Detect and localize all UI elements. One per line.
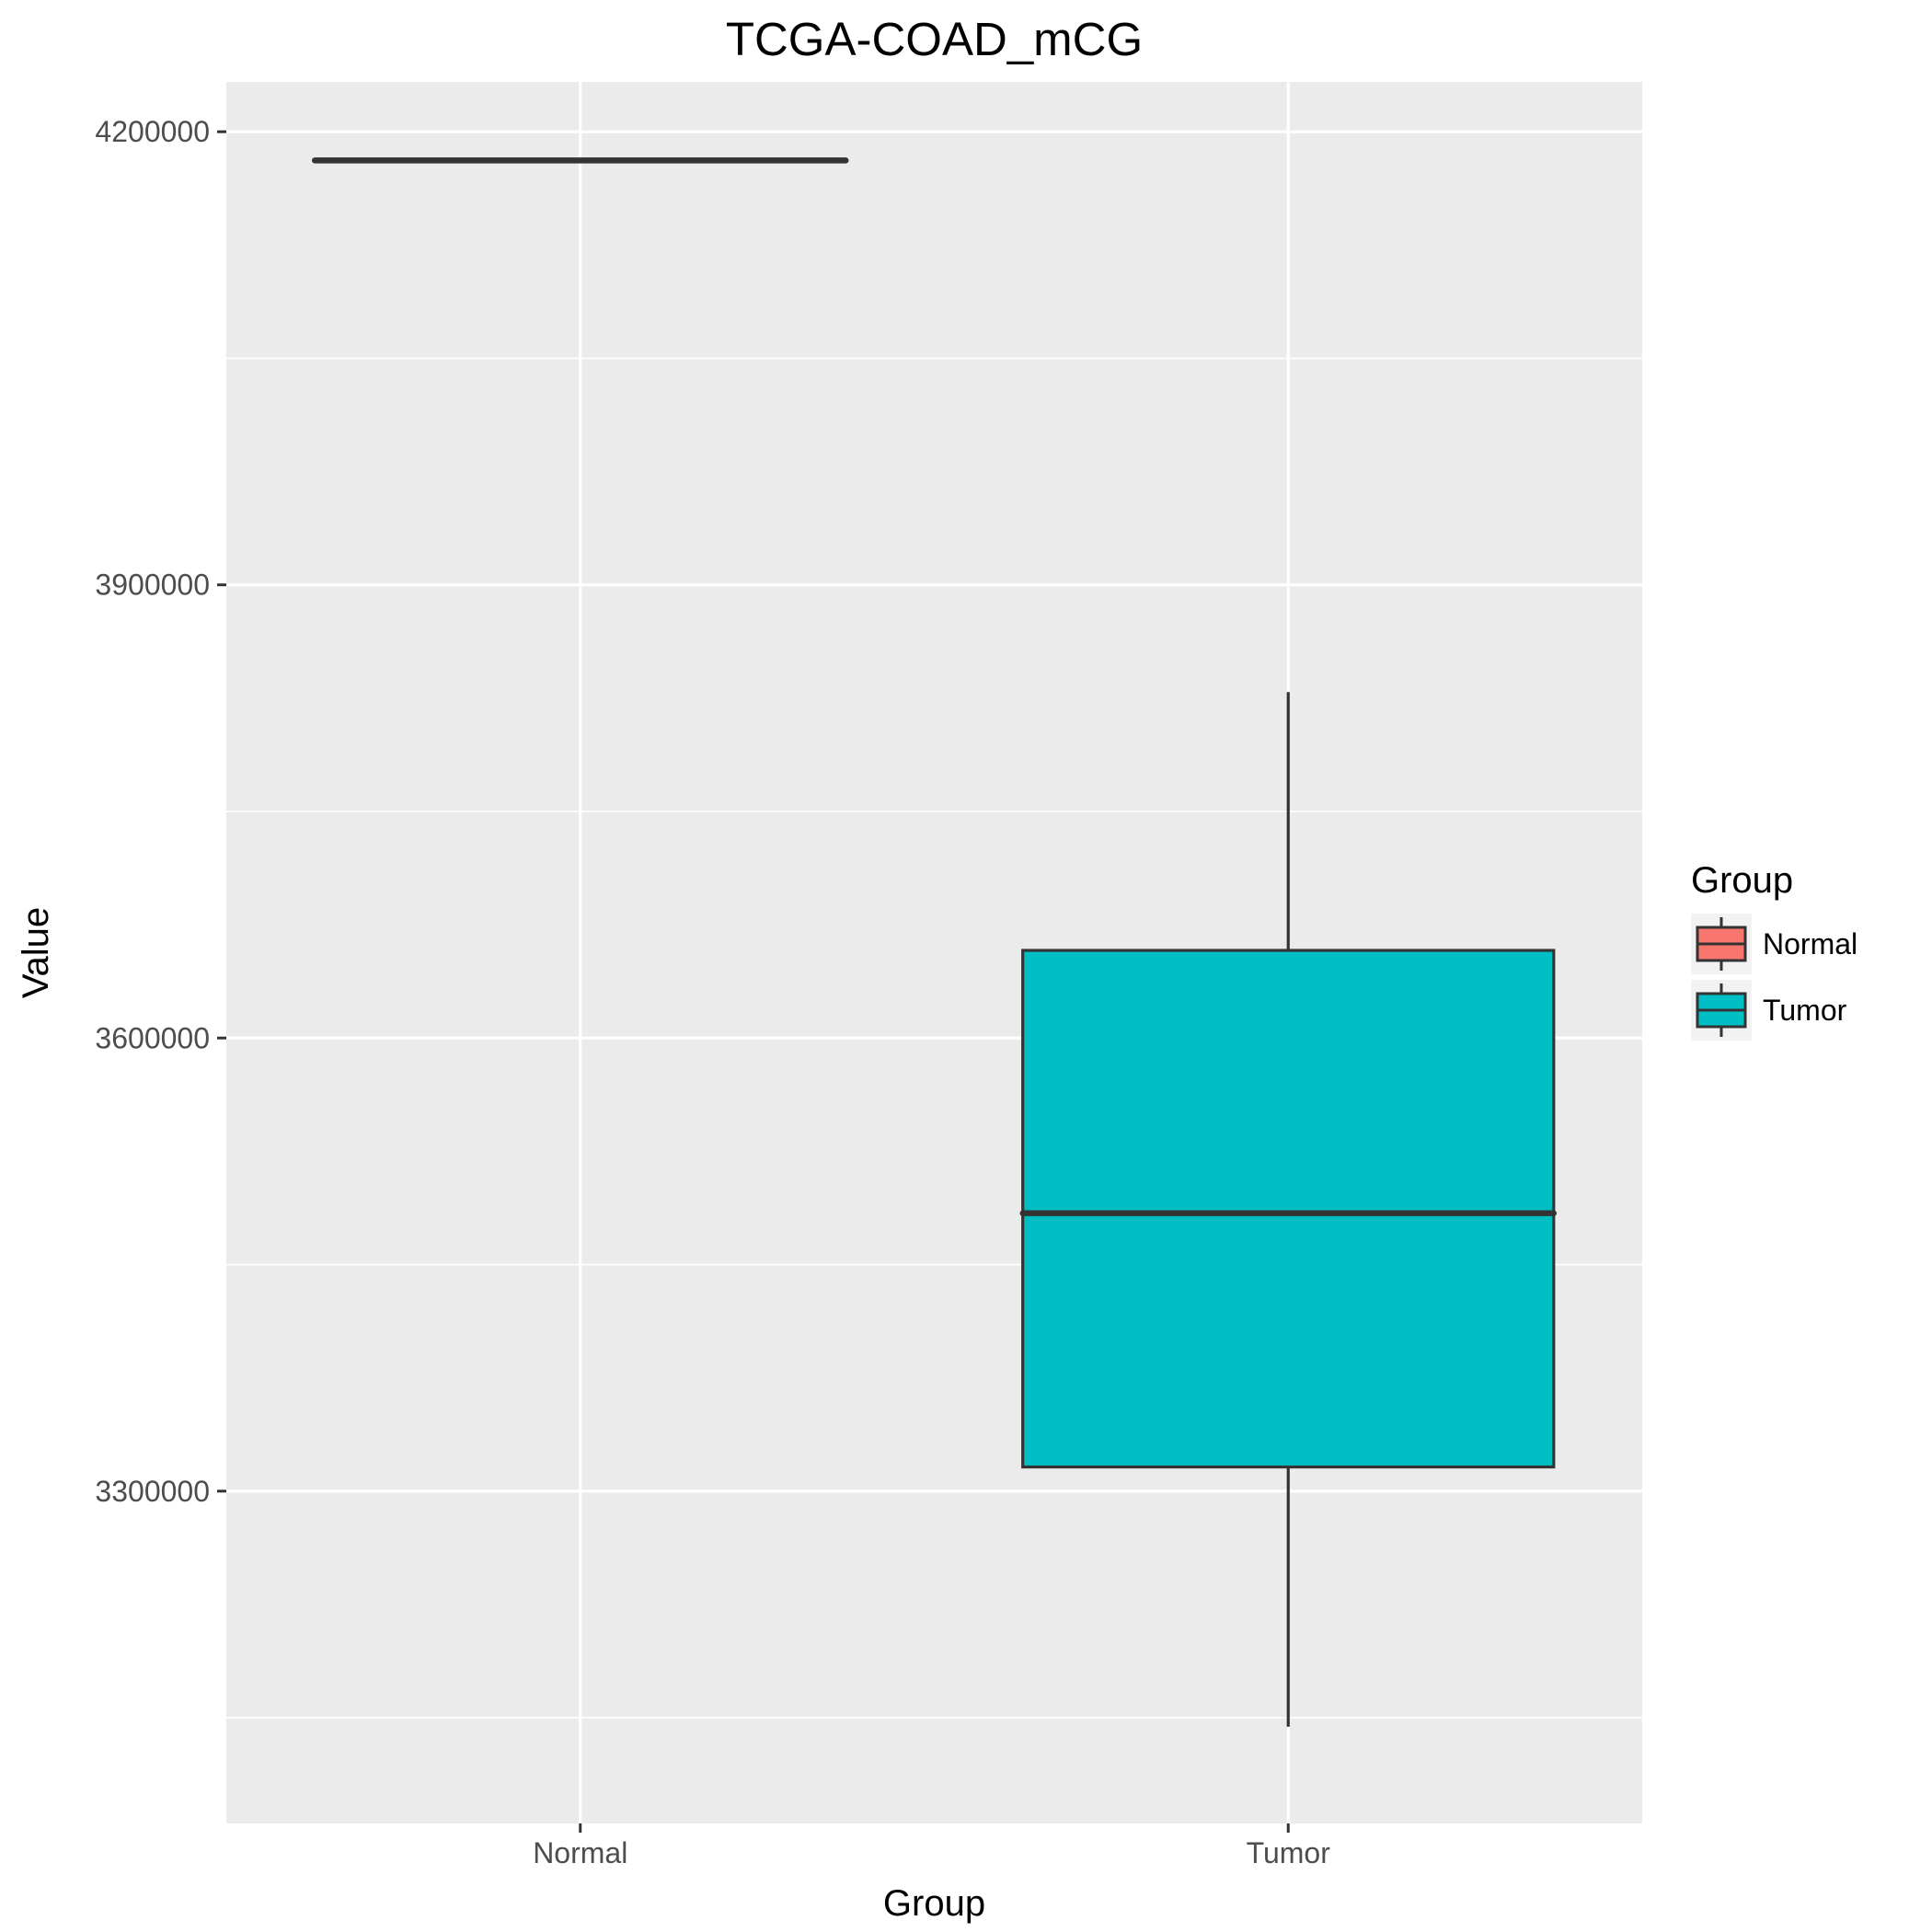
legend-title: Group (1691, 860, 1793, 901)
legend: Group Normal Tumor (1691, 860, 1857, 1041)
y-tick-label: 3900000 (95, 569, 210, 602)
axis-layer: 3300000 3600000 3900000 4200000 Normal Tumor (95, 115, 1330, 1869)
legend-item-normal: Normal (1691, 914, 1857, 974)
y-tick-label: 4200000 (95, 115, 210, 148)
legend-items: Normal Tumor (1691, 914, 1857, 1041)
chart-title: TCGA-COAD_mCG (726, 13, 1143, 65)
box-layer (311, 157, 1558, 1727)
legend-label: Normal (1763, 927, 1857, 960)
legend-label: Tumor (1763, 994, 1847, 1027)
x-tick-label: Normal (533, 1836, 627, 1869)
boxplot-tumor (1019, 692, 1558, 1727)
y-axis-title: Value (16, 907, 56, 998)
box-iqr (1021, 949, 1556, 1469)
x-axis-title: Group (883, 1883, 985, 1924)
x-tick-label: Tumor (1247, 1836, 1331, 1869)
legend-item-tumor: Tumor (1691, 980, 1847, 1041)
y-tick-label: 3300000 (95, 1475, 210, 1508)
y-tick-label: 3600000 (95, 1021, 210, 1054)
